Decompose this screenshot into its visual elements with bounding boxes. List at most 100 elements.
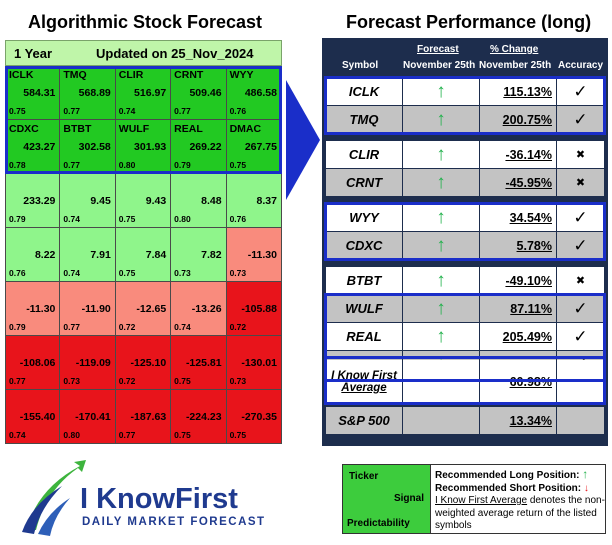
grid-cell[interactable]: -119.09 0.73	[60, 336, 116, 390]
left-title: Algorithmic Stock Forecast	[28, 12, 263, 32]
accuracy-cell: ✓	[557, 295, 604, 322]
grid-cell[interactable]: -155.40 0.74	[5, 390, 61, 444]
cell-signal: 8.22	[34, 249, 56, 261]
table-row[interactable]: BTBT ↑ -49.10% ✖	[326, 267, 604, 295]
cell-predictability: 0.77	[9, 376, 26, 386]
forecast-cell: ↑	[403, 169, 479, 196]
grid-cell[interactable]: REAL 269.22 0.79	[171, 120, 227, 174]
grid-cell[interactable]: 7.91 0.74	[60, 228, 116, 282]
logo: I KnowFirst DAILY MARKET FORECAST	[18, 458, 278, 538]
grid-cell[interactable]: CDXC 423.27 0.78	[5, 120, 61, 174]
table-row[interactable]: CRNT ↑ -45.95% ✖	[326, 169, 604, 197]
grid-cell[interactable]: 7.84 0.75	[115, 228, 172, 282]
cell-predictability: 0.74	[118, 106, 136, 116]
grid-cell[interactable]: -108.06 0.77	[5, 336, 61, 390]
grid-cell[interactable]: -125.81 0.75	[171, 336, 227, 390]
cell-symbol: CDXC	[9, 123, 39, 135]
cell-predictability: 0.75	[229, 160, 247, 170]
cell-symbol: DMAC	[229, 123, 262, 135]
arrow-up-icon: ↑	[436, 171, 446, 193]
legend: Ticker Signal Predictability Recommended…	[342, 464, 606, 534]
grid-cell[interactable]: BTBT 302.58 0.77	[60, 120, 116, 174]
grid-cell[interactable]: 9.43 0.75	[115, 174, 172, 228]
cell-predictability: 0.77	[63, 322, 80, 332]
cell-signal: 301.93	[134, 141, 167, 153]
logo-swoosh-icon	[22, 460, 86, 536]
grid-cell[interactable]: -11.30 0.79	[5, 282, 61, 336]
table-row[interactable]: REAL ↑ 205.49% ✓	[326, 323, 604, 351]
grid-cell[interactable]: -11.90 0.77	[60, 282, 116, 336]
cell-signal: 7.84	[145, 249, 167, 261]
cell-signal: -270.35	[241, 411, 277, 423]
legend-short: Recommended Short Position:	[435, 482, 582, 494]
legend-signal: Signal	[393, 493, 424, 504]
cell-signal: -119.09	[75, 357, 111, 369]
grid-row: CDXC 423.27 0.78 BTBT 302.58 0.77 WULF 301.93 0.…	[5, 120, 282, 174]
grid-cell[interactable]: 8.22 0.76	[5, 228, 61, 282]
average-label-2: Average	[341, 381, 387, 394]
grid-cell[interactable]: -105.88 0.72	[226, 282, 282, 336]
check-icon: ✓	[573, 235, 588, 255]
arrow-up-icon: ↑	[582, 467, 589, 481]
grid-cell[interactable]: 7.82 0.73	[171, 228, 227, 282]
grid-cell[interactable]: -13.26 0.74	[171, 282, 227, 336]
sp500-label: S&P 500	[326, 407, 402, 434]
cell-predictability: 0.79	[9, 214, 26, 224]
arrow-up-icon: ↑	[436, 206, 446, 228]
grid-cell[interactable]: -130.01 0.73	[226, 336, 282, 390]
table-row[interactable]: CLIR ↑ -36.14% ✖	[326, 141, 604, 169]
row-change: 115.13%	[480, 78, 556, 105]
forecast-cell: ↑	[403, 267, 479, 294]
grid-cell[interactable]: -170.41 0.80	[60, 390, 116, 444]
accuracy-cell: ✓	[557, 106, 604, 133]
row-change: 200.75%	[480, 106, 556, 133]
table-row[interactable]: ICLK ↑ 115.13% ✓	[326, 78, 604, 106]
grid-cell[interactable]: DMAC 267.75 0.75	[226, 120, 282, 174]
grid-cell[interactable]: 8.37 0.76	[226, 174, 282, 228]
average-label: I Know First Average	[326, 360, 402, 403]
grid-cell[interactable]: CRNT 509.46 0.77	[171, 66, 227, 120]
col-accuracy: Accuracy	[558, 60, 604, 71]
cell-signal: 7.91	[90, 249, 111, 261]
grid-cell[interactable]: WYY 486.58 0.76	[226, 66, 282, 120]
performance-table: Symbol Forecast November 25th % Change N…	[322, 38, 608, 446]
table-row[interactable]: WYY ↑ 34.54% ✓	[326, 204, 604, 232]
table-row[interactable]: WULF ↑ 87.11% ✓	[326, 295, 604, 323]
cell-predictability: 0.73	[63, 376, 80, 386]
row-change: 5.78%	[480, 232, 556, 259]
cell-symbol: CLIR	[118, 69, 144, 81]
cell-signal: 568.89	[78, 87, 111, 99]
grid-cell[interactable]: WULF 301.93 0.80	[115, 120, 172, 174]
grid-cell[interactable]: ICLK 584.31 0.75	[5, 66, 61, 120]
grid-cell[interactable]: -125.10 0.72	[115, 336, 172, 390]
cell-predictability: 0.75	[174, 430, 191, 440]
grid-cell[interactable]: 8.48 0.80	[171, 174, 227, 228]
cell-predictability: 0.80	[118, 160, 136, 170]
cell-signal: -11.30	[26, 303, 56, 315]
table-row[interactable]: CDXC ↑ 5.78% ✓	[326, 232, 604, 260]
table-row[interactable]: TMQ ↑ 200.75% ✓	[326, 106, 604, 134]
row-symbol: CDXC	[326, 232, 402, 259]
grid-cell[interactable]: -224.23 0.75	[171, 390, 227, 444]
grid-cell[interactable]: -12.65 0.72	[115, 282, 172, 336]
cell-predictability: 0.73	[174, 268, 191, 278]
grid-cell[interactable]: TMQ 568.89 0.77	[60, 66, 116, 120]
arrow-up-icon: ↑	[436, 325, 446, 347]
cell-signal: -224.23	[185, 411, 222, 423]
cross-icon: ✖	[575, 177, 586, 189]
cell-signal: -170.41	[75, 411, 111, 423]
row-change: 34.54%	[480, 204, 556, 231]
cross-icon: ✖	[575, 149, 586, 161]
arrow-up-icon: ↑	[436, 80, 446, 102]
grid-cell[interactable]: -187.63 0.77	[115, 390, 172, 444]
legend-note: denotes the non-weighted average return …	[435, 495, 605, 531]
cell-signal: -12.65	[136, 303, 167, 315]
grid-cell[interactable]: 9.45 0.74	[60, 174, 116, 228]
grid-cell[interactable]: -11.30 0.73	[226, 228, 282, 282]
grid-row: 233.29 0.79 9.45 0.74 9.43 0.75 8.48 0.80 8.37 0.…	[5, 174, 282, 228]
check-icon: ✓	[573, 81, 588, 101]
grid-cell[interactable]: CLIR 516.97 0.74	[115, 66, 172, 120]
grid-cell[interactable]: -270.35 0.75	[226, 390, 282, 444]
cell-predictability: 0.77	[63, 160, 80, 170]
grid-cell[interactable]: 233.29 0.79	[5, 174, 61, 228]
